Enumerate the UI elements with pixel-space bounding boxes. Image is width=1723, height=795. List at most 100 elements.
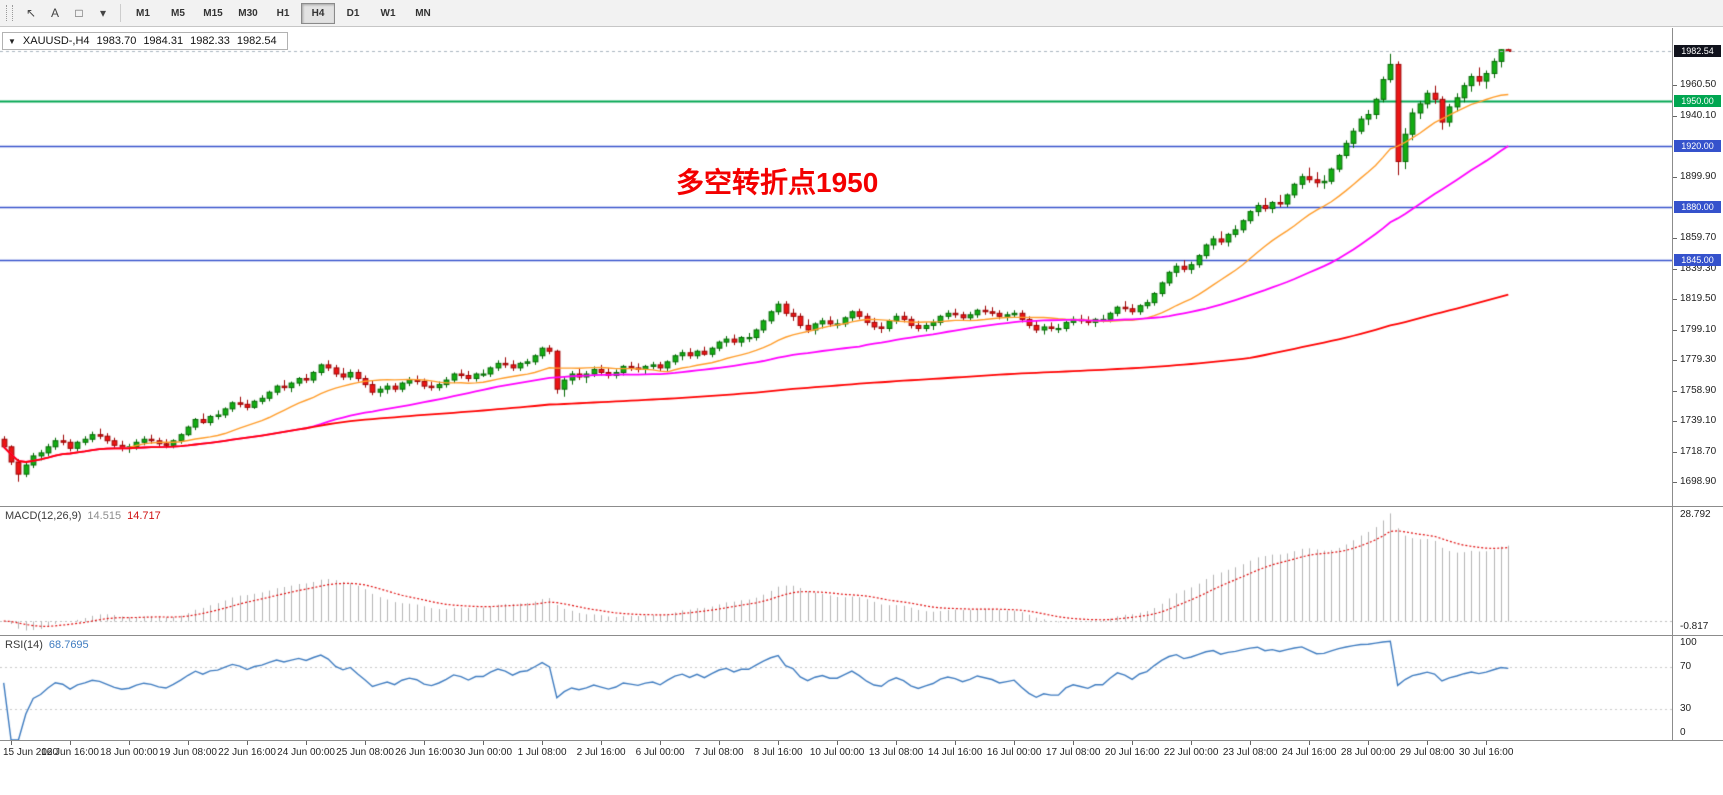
toolbar-grip[interactable]	[6, 5, 13, 21]
toolbar-separator	[120, 4, 121, 22]
time-axis-label: 30 Jun 00:00	[454, 747, 513, 758]
toolbar: ↖ A □ ▾ M1 M5 M15 M30 H1 H4 D1 W1 MN	[0, 0, 1723, 27]
rsi-axis[interactable]: 100 70 30 0	[1672, 636, 1723, 741]
symbol-timeframe-label: XAUUSD-,H4	[22, 35, 90, 47]
ohlc-open: 1983.70	[96, 35, 137, 47]
cursor-tool-icon[interactable]: ↖	[25, 6, 37, 20]
time-tickmark	[1368, 741, 1369, 745]
macd-axis[interactable]: 28.792 -0.817	[1672, 507, 1723, 636]
timeframe-mn[interactable]: MN	[415, 7, 431, 19]
price-tick: 1799.10	[1680, 323, 1717, 335]
timeframe-d1[interactable]: D1	[346, 7, 360, 19]
price-tick: 1698.90	[1680, 475, 1717, 487]
current-price-badge: 1982.54	[1674, 45, 1721, 58]
rsi-scale-70: 70	[1680, 661, 1692, 673]
time-tickmark	[129, 741, 130, 745]
price-level-badge[interactable]: 1950.00	[1674, 94, 1721, 107]
timeframe-h1[interactable]: H1	[276, 7, 290, 19]
time-axis-label: 13 Jul 08:00	[868, 747, 924, 758]
price-tick: 1718.70	[1680, 445, 1717, 457]
time-tickmark	[1132, 741, 1133, 745]
price-tick: 1758.90	[1680, 384, 1717, 396]
time-tickmark	[188, 741, 189, 745]
time-tickmark	[837, 741, 838, 745]
time-tickmark	[1486, 741, 1487, 745]
price-axis[interactable]: 1960.50 1940.10 1899.90 1859.70 1839.30 1819.…	[1672, 28, 1723, 507]
main-chart-pane: ▼ XAUUSD-,H4 1983.70 1984.31 1982.33 198…	[0, 28, 1672, 507]
time-axis-label: 7 Jul 08:00	[694, 747, 744, 758]
time-tickmark	[778, 741, 779, 745]
price-tick: 1739.10	[1680, 414, 1717, 426]
rsi-scale-30: 30	[1680, 702, 1692, 714]
time-axis-label: 14 Jul 16:00	[927, 747, 983, 758]
text-tool-icon[interactable]: A	[50, 6, 59, 20]
one-click-toggle-icon[interactable]: ▼	[8, 36, 16, 46]
time-axis-label: 22 Jun 16:00	[218, 747, 276, 758]
time-axis-label: 18 Jun 00:00	[100, 747, 158, 758]
price-tickmark	[1673, 116, 1677, 117]
ohlc-low: 1982.33	[190, 35, 230, 47]
time-axis-label: 15 Jun 2020	[3, 747, 59, 758]
timeframe-m30[interactable]: M30	[238, 7, 258, 19]
chart-title-overlay: ▼ XAUUSD-,H4 1983.70 1984.31 1982.33 198…	[2, 32, 288, 50]
rsi-scale-100: 100	[1680, 637, 1697, 648]
timeframe-m15[interactable]: M15	[203, 7, 223, 19]
macd-scale-max: 28.792	[1680, 509, 1711, 520]
price-tickmark	[1673, 360, 1677, 361]
time-tickmark	[719, 741, 720, 745]
timeframe-m1[interactable]: M1	[136, 7, 150, 19]
price-tick: 1960.50	[1680, 78, 1717, 90]
time-axis-label: 24 Jul 16:00	[1281, 747, 1337, 758]
price-tickmark	[1673, 452, 1677, 453]
time-axis-label: 1 Jul 08:00	[517, 747, 567, 758]
shapes-tool-icon[interactable]: □	[75, 6, 83, 20]
time-axis-label: 10 Jul 00:00	[809, 747, 865, 758]
time-axis-label: 17 Jul 08:00	[1045, 747, 1101, 758]
time-axis-label: 22 Jul 00:00	[1163, 747, 1219, 758]
timeframe-h4[interactable]: H4	[301, 2, 335, 24]
price-tick: 1899.90	[1680, 170, 1717, 182]
time-axis-label: 23 Jul 08:00	[1222, 747, 1278, 758]
time-tickmark	[896, 741, 897, 745]
rsi-label: RSI(14) 68.7695	[5, 639, 89, 651]
price-tickmark	[1673, 177, 1677, 178]
timeframe-w1[interactable]: W1	[380, 7, 396, 19]
time-axis-label: 16 Jun 16:00	[41, 747, 99, 758]
price-tick: 1819.50	[1680, 292, 1717, 304]
price-tickmark	[1673, 330, 1677, 331]
time-tickmark	[1191, 741, 1192, 745]
time-tickmark	[1073, 741, 1074, 745]
price-level-badge[interactable]: 1920.00	[1674, 140, 1721, 153]
time-tickmark	[70, 741, 71, 745]
time-tickmark	[542, 741, 543, 745]
macd-title: MACD(12,26,9)	[5, 510, 82, 522]
price-tickmark	[1673, 299, 1677, 300]
ohlc-close: 1982.54	[236, 35, 277, 47]
price-tick: 1859.70	[1680, 231, 1717, 243]
price-tick: 1839.30	[1680, 262, 1717, 274]
rsi-title: RSI(14)	[5, 639, 43, 651]
time-axis-label: 6 Jul 00:00	[635, 747, 685, 758]
time-axis-label: 29 Jul 08:00	[1399, 747, 1455, 758]
price-tickmark	[1673, 85, 1677, 86]
price-level-badge[interactable]: 1845.00	[1674, 254, 1721, 267]
time-axis-label: 19 Jun 08:00	[159, 747, 217, 758]
time-tickmark	[1014, 741, 1015, 745]
time-axis[interactable]: 15 Jun 2020 16 Jun 16:00 18 Jun 00:00 19 Ju…	[0, 741, 1723, 795]
time-tickmark	[365, 741, 366, 745]
price-tickmark	[1673, 421, 1677, 422]
timeframe-m5[interactable]: M5	[171, 7, 185, 19]
rsi-indicator-canvas[interactable]	[0, 636, 1672, 740]
macd-indicator-canvas[interactable]	[0, 507, 1672, 635]
time-axis-label: 24 Jun 00:00	[277, 747, 335, 758]
chart-text-annotation[interactable]: 多空转折点1950	[676, 167, 879, 198]
macd-signal-value: 14.717	[127, 510, 161, 522]
tools-dropdown-icon[interactable]: ▾	[99, 6, 107, 20]
macd-pane: MACD(12,26,9) 14.515 14.717	[0, 507, 1672, 636]
time-axis-label: 2 Jul 16:00	[576, 747, 626, 758]
time-tickmark	[247, 741, 248, 745]
price-level-badge[interactable]: 1880.00	[1674, 201, 1721, 214]
chart-area: ▼ XAUUSD-,H4 1983.70 1984.31 1982.33 198…	[0, 28, 1723, 795]
time-tickmark	[424, 741, 425, 745]
candlestick-chart-canvas[interactable]	[0, 28, 1672, 506]
